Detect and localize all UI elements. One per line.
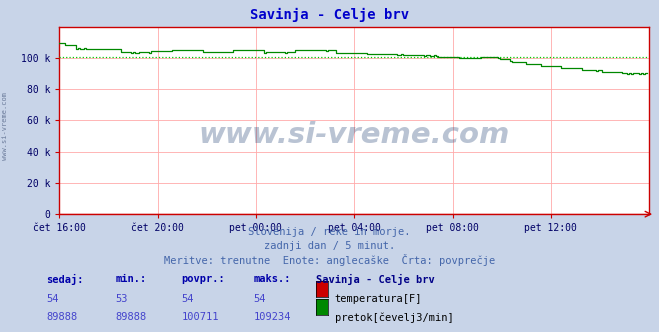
Text: sedaj:: sedaj: [46,274,84,285]
Text: 89888: 89888 [46,312,77,322]
Text: www.si-vreme.com: www.si-vreme.com [2,92,9,160]
Text: zadnji dan / 5 minut.: zadnji dan / 5 minut. [264,241,395,251]
Text: Savinja - Celje brv: Savinja - Celje brv [250,8,409,23]
Text: www.si-vreme.com: www.si-vreme.com [198,122,510,149]
Text: min.:: min.: [115,274,146,284]
Text: 53: 53 [115,294,128,304]
Text: 54: 54 [254,294,266,304]
Text: 54: 54 [181,294,194,304]
Text: 89888: 89888 [115,312,146,322]
Text: pretok[čevelj3/min]: pretok[čevelj3/min] [335,312,453,323]
Text: povpr.:: povpr.: [181,274,225,284]
Text: Meritve: trenutne  Enote: angleсaške  Črta: povprečje: Meritve: trenutne Enote: angleсaške Črta… [164,254,495,266]
Text: 100711: 100711 [181,312,219,322]
Text: Slovenija / reke in morje.: Slovenija / reke in morje. [248,227,411,237]
Text: 109234: 109234 [254,312,291,322]
Text: maks.:: maks.: [254,274,291,284]
Text: 54: 54 [46,294,59,304]
Text: temperatura[F]: temperatura[F] [335,294,422,304]
Text: Savinja - Celje brv: Savinja - Celje brv [316,274,435,285]
